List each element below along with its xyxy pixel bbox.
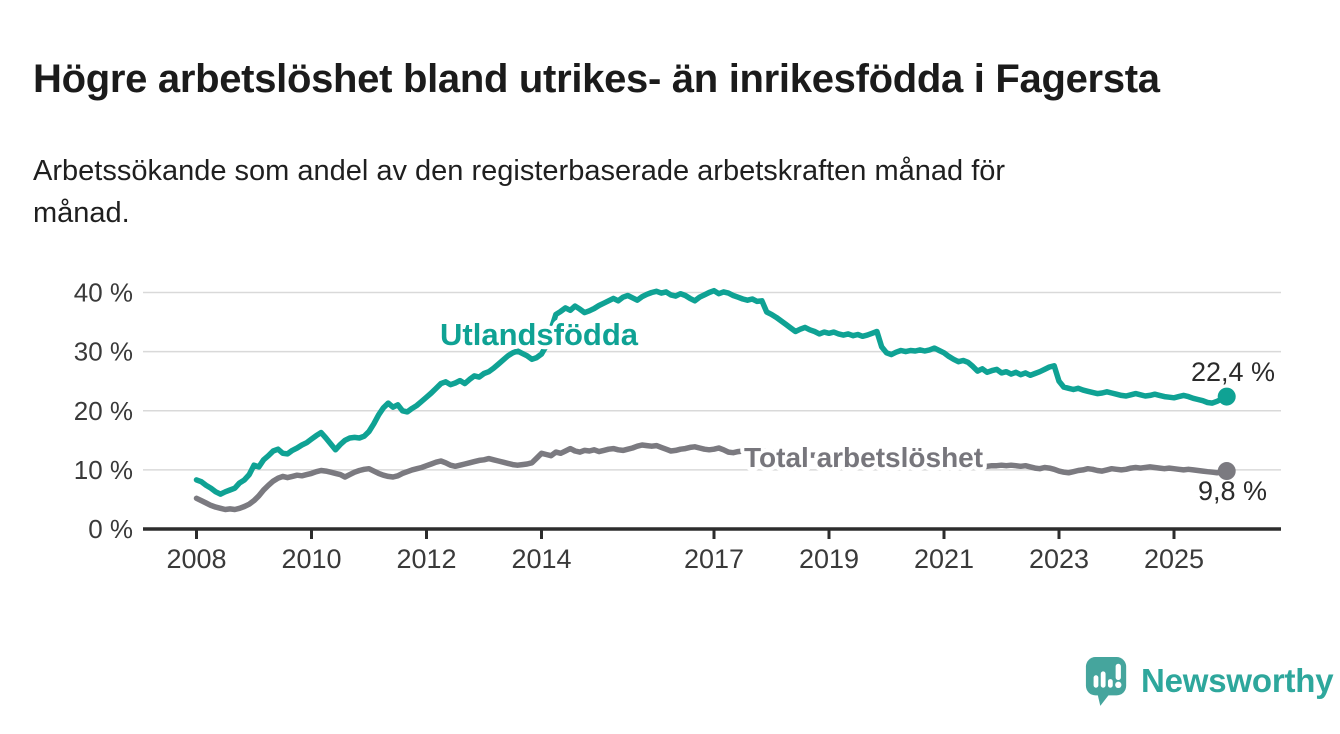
chart-subtitle: Arbetssökande som andel av den registerb… (33, 155, 1006, 230)
newsworthy-logo: Newsworthy (1084, 655, 1334, 707)
y-axis-tick-label: 30 % (74, 337, 133, 367)
newsworthy-logo-icon (1085, 657, 1127, 706)
series-label-utlandsfodda: Utlandsfödda (440, 317, 639, 352)
x-axis-tick-label: 2008 (166, 544, 226, 574)
y-axis-tick-label: 0 % (88, 514, 133, 544)
x-axis-tick-label: 2025 (1144, 544, 1204, 574)
series-line-total-arbetsloshet (193, 442, 1230, 513)
x-axis-tick-label: 2023 (1029, 544, 1089, 574)
end-value-label-total: 9,8 % (1198, 476, 1267, 506)
series-end-dot-total-arbetsloshet (1217, 462, 1236, 481)
series-label-total-arbetsloshet: Total arbetslöshet (744, 442, 983, 473)
y-axis-tick-label: 40 % (74, 278, 133, 308)
x-axis-tick-label: 2019 (799, 544, 859, 574)
x-axis-tick-label: 2017 (684, 544, 744, 574)
end-value-label-utlandsfodda: 22,4 % (1191, 357, 1275, 387)
x-axis-tick-label: 2014 (511, 544, 571, 574)
x-axis-tick-label: 2010 (281, 544, 341, 574)
newsworthy-logo-text: Newsworthy (1141, 662, 1334, 699)
plot-area: 0 % 10 % 20 % 30 % 40 % 2008 2010 2012 2014 2017 2… (74, 278, 1281, 574)
series-end-dot-utlandsfodda (1217, 387, 1236, 406)
y-axis-tick-label: 10 % (74, 455, 133, 485)
y-axis-tick-label: 20 % (74, 396, 133, 426)
unemployment-line-chart: 0 % 10 % 20 % 30 % 40 % 2008 2010 2012 2014 2017 2… (74, 278, 1281, 574)
x-axis-tick-label: 2012 (396, 544, 456, 574)
series-line-utlandsfodda (193, 287, 1230, 497)
page-title: Högre arbetslöshet bland utrikes- än inr… (33, 56, 1160, 101)
x-axis-tick-label: 2021 (914, 544, 974, 574)
